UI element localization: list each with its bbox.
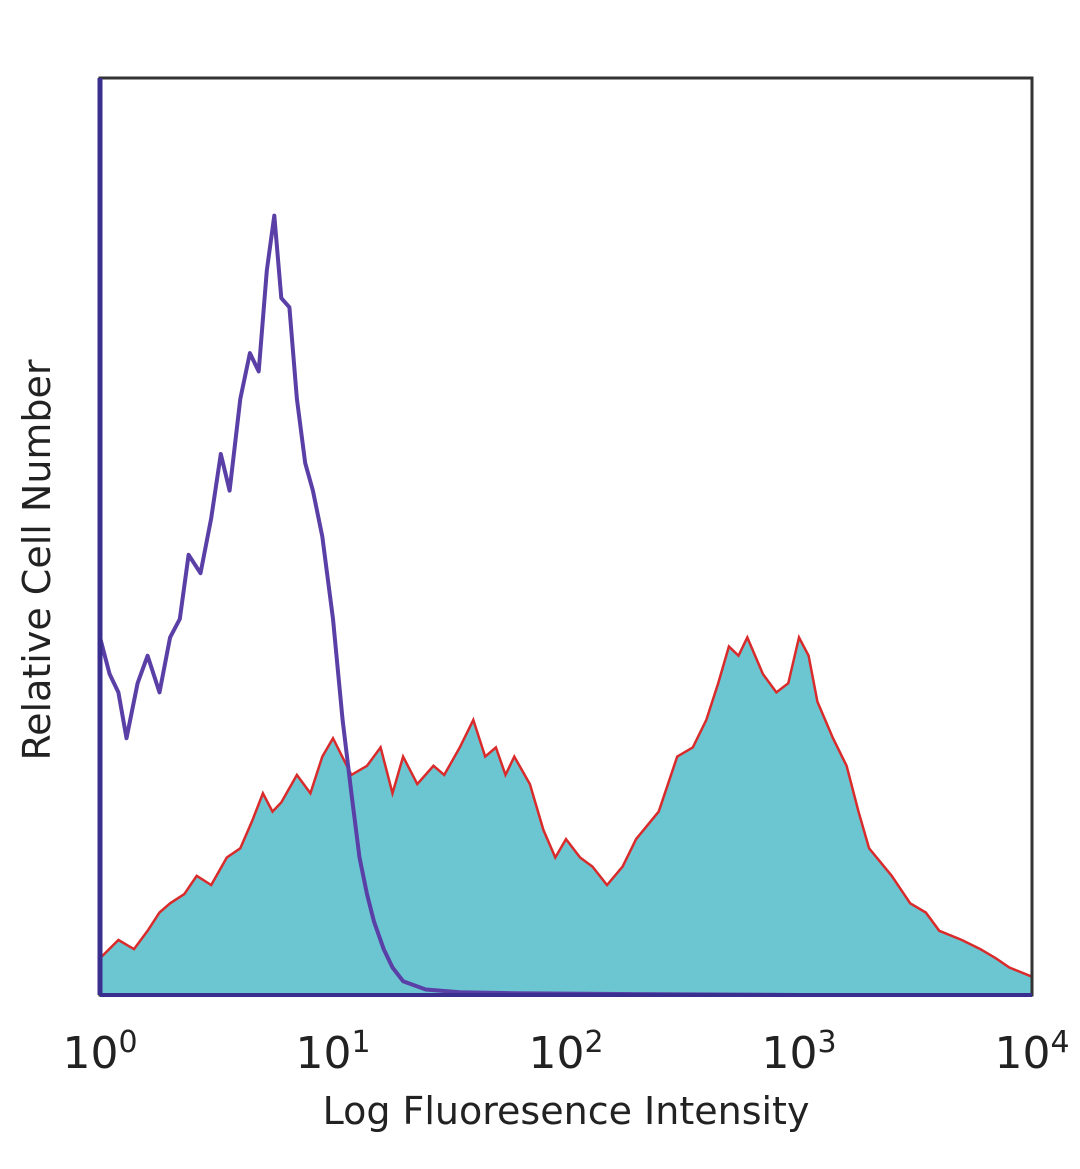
x-tick-label-4: 104 <box>994 1025 1069 1079</box>
x-tick-label-0: 100 <box>62 1025 137 1079</box>
series-fill-0 <box>100 637 1032 995</box>
x-tick-label-2: 102 <box>528 1025 603 1079</box>
x-tick-label-1: 101 <box>295 1025 370 1079</box>
series-edge-0 <box>99 633 1033 978</box>
y-axis-title: Relative Cell Number <box>15 359 59 760</box>
x-tick-label-3: 103 <box>761 1025 836 1079</box>
series-layer <box>98 213 1033 997</box>
x-axis-title: Log Fluoresence Intensity <box>323 1089 810 1133</box>
x-tick-labels: 100 101 102 103 104 <box>62 1025 1069 1079</box>
series-line-1 <box>98 213 1032 997</box>
